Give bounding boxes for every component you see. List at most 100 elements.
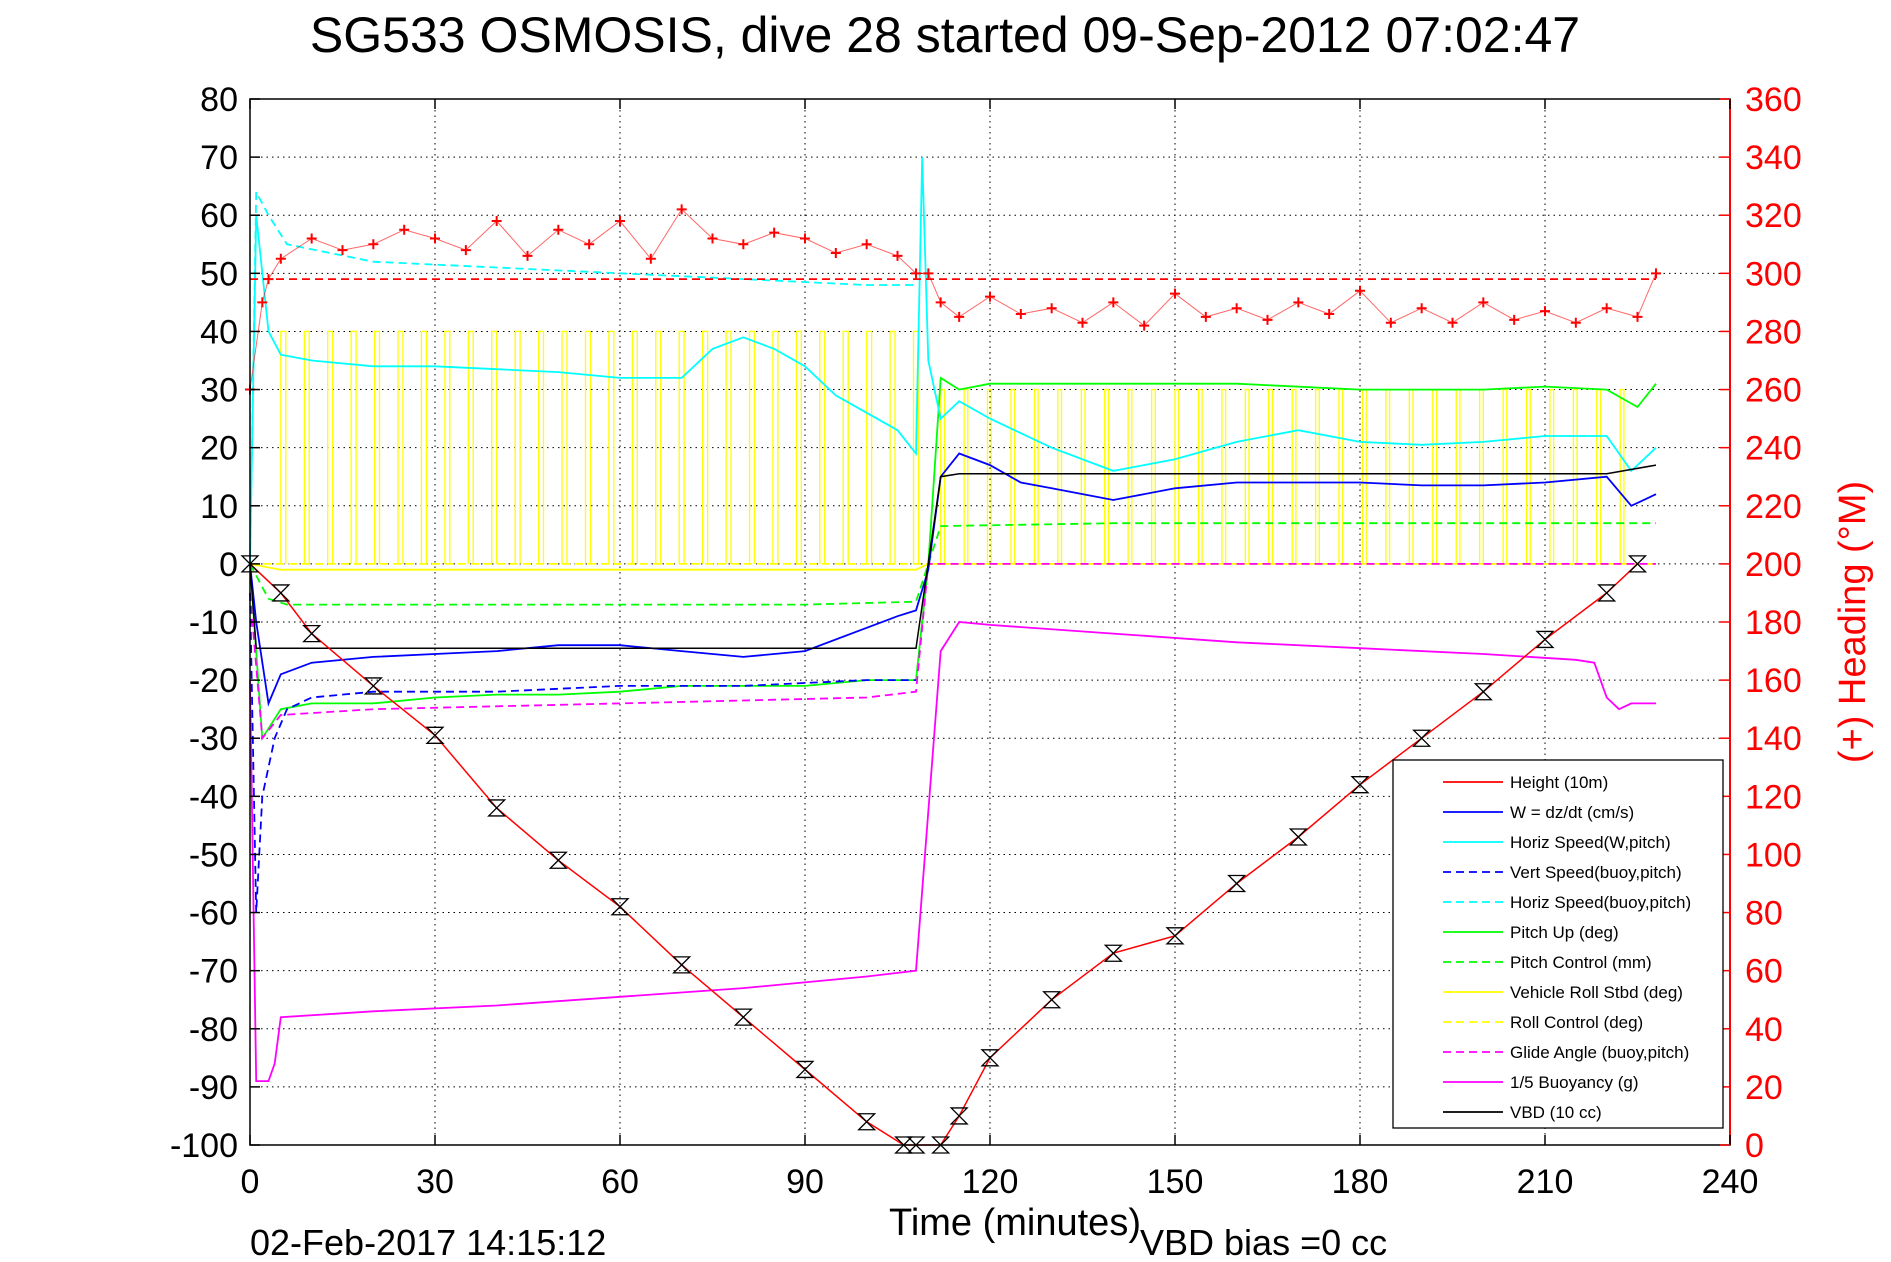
- y-tick-label: 80: [200, 81, 238, 119]
- y2-tick-label: 40: [1745, 1011, 1783, 1049]
- x-tick-label: 30: [416, 1163, 454, 1201]
- vert-speed-buoy-line: [249, 592, 916, 913]
- height-marker: [1350, 776, 1370, 794]
- y-tick-label: -80: [189, 1011, 238, 1049]
- legend-label: VBD (10 cc): [1510, 1103, 1602, 1122]
- height-marker: [240, 555, 260, 573]
- y2-tick-label: 340: [1745, 139, 1802, 177]
- height-marker: [363, 677, 383, 695]
- height-marker: [1288, 828, 1308, 846]
- y-tick-label: 0: [219, 546, 238, 584]
- height-marker: [610, 898, 630, 916]
- pitch-control-line: [249, 522, 1656, 606]
- legend-label: Glide Angle (buoy,pitch): [1510, 1043, 1689, 1062]
- y2-tick-label: 320: [1745, 197, 1802, 235]
- height-marker: [1042, 991, 1062, 1009]
- legend-label: Vehicle Roll Stbd (deg): [1510, 983, 1683, 1002]
- legend-label: Horiz Speed(W,pitch): [1510, 833, 1671, 852]
- legend-label: Height (10m): [1510, 773, 1608, 792]
- legend-label: Pitch Control (mm): [1510, 953, 1652, 972]
- legend-label: Horiz Speed(buoy,pitch): [1510, 893, 1691, 912]
- x-tick-label: 60: [601, 1163, 639, 1201]
- legend: Height (10m) W = dz/dt (cm/s) Horiz Speed(…: [1392, 759, 1724, 1129]
- height-marker: [1535, 630, 1555, 649]
- height-marker: [980, 1049, 1000, 1067]
- y-tick-label: 40: [200, 313, 238, 351]
- height-marker: [1227, 874, 1247, 893]
- y-tick-label: 60: [200, 197, 238, 235]
- height-marker: [302, 624, 322, 643]
- height-marker: [672, 956, 692, 974]
- height-marker: [931, 1136, 951, 1154]
- horiz-speed-line: [249, 157, 1657, 564]
- w-line: [249, 452, 1657, 707]
- y-tick-label: -30: [189, 720, 238, 758]
- y-tick-label: -90: [189, 1069, 238, 1107]
- vbd-bias-label: VBD bias =0 cc: [1140, 1222, 1387, 1262]
- height-marker: [894, 1136, 914, 1154]
- height-marker: [271, 584, 291, 602]
- y2-tick-label: 360: [1745, 81, 1802, 119]
- height-marker: [1627, 555, 1648, 573]
- y2-tick-label: 220: [1745, 488, 1802, 526]
- legend-label: W = dz/dt (cm/s): [1510, 803, 1634, 822]
- y-tick-label: 30: [200, 372, 238, 410]
- footer-timestamp: 02-Feb-2017 14:15:12: [250, 1222, 606, 1262]
- height-marker: [548, 851, 568, 869]
- y-tick-label: -40: [189, 778, 238, 816]
- height-marker: [906, 1136, 926, 1154]
- y2-tick-label: 200: [1745, 546, 1802, 584]
- x-tick-label: 180: [1332, 1163, 1389, 1201]
- y-tick-label: 20: [200, 430, 238, 468]
- right-axis-label: (+) Heading (°M): [1832, 481, 1874, 763]
- x-tick-label: 150: [1147, 1163, 1204, 1201]
- height-marker: [1412, 729, 1432, 747]
- ticks: 0 30 60 90 120 150 180 210 24080706050403020100-…: [170, 81, 1802, 1201]
- y2-tick-label: 20: [1745, 1069, 1783, 1107]
- y-tick-label: -100: [170, 1127, 238, 1165]
- height-marker: [1165, 927, 1185, 945]
- x-axis-label: Time (minutes): [889, 1202, 1141, 1244]
- height-marker: [949, 1107, 969, 1125]
- y2-tick-label: 300: [1745, 255, 1802, 293]
- height-marker: [857, 1113, 877, 1131]
- height-marker: [1103, 944, 1123, 962]
- height-marker: [795, 1060, 815, 1079]
- height-marker: [733, 1008, 753, 1026]
- y2-tick-label: 100: [1745, 836, 1802, 874]
- x-tick-label: 240: [1702, 1163, 1759, 1201]
- y-tick-label: -60: [189, 895, 238, 933]
- chart-title: SG533 OSMOSIS, dive 28 started 09-Sep-20…: [310, 7, 1580, 63]
- y2-tick-label: 140: [1745, 720, 1802, 758]
- y-tick-label: -70: [189, 953, 238, 991]
- series-layer: [240, 157, 1661, 1154]
- heading-line: [249, 208, 1657, 390]
- x-tick-label: 0: [241, 1163, 260, 1201]
- y2-tick-label: 160: [1745, 662, 1802, 700]
- y2-tick-label: 120: [1745, 778, 1802, 816]
- legend-label: 1/5 Buoyancy (g): [1510, 1073, 1639, 1092]
- y-tick-label: 50: [200, 255, 238, 293]
- y-tick-label: -50: [189, 836, 238, 874]
- glide-angle-line: [249, 563, 1656, 741]
- y-tick-label: 70: [200, 139, 238, 177]
- y-tick-label: 10: [200, 488, 238, 526]
- height-marker: [425, 726, 445, 744]
- buoyancy-line: [249, 621, 1656, 1082]
- y2-tick-label: 180: [1745, 604, 1802, 642]
- y2-tick-label: 240: [1745, 430, 1802, 468]
- roll-line: [249, 563, 1656, 571]
- vbd-line: [249, 464, 1657, 649]
- y2-tick-label: 80: [1745, 895, 1783, 933]
- y2-tick-label: 260: [1745, 372, 1802, 410]
- x-tick-label: 210: [1517, 1163, 1574, 1201]
- legend-label: Vert Speed(buoy,pitch): [1510, 863, 1682, 882]
- legend-label: Pitch Up (deg): [1510, 923, 1619, 942]
- y2-tick-label: 280: [1745, 313, 1802, 351]
- legend-box: [1392, 759, 1724, 1129]
- height-marker: [1473, 683, 1493, 701]
- x-tick-label: 90: [786, 1163, 824, 1201]
- horiz-speed-buoy-line: [249, 191, 916, 564]
- y2-tick-label: 0: [1745, 1127, 1764, 1165]
